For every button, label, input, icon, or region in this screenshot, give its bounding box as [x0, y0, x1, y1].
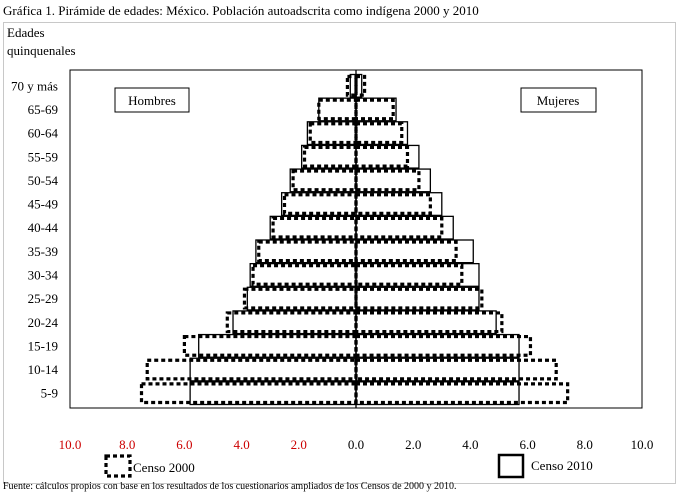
y-tick-label: 70 y más [11, 78, 58, 93]
bar-2010-mujeres [355, 144, 420, 169]
y-axis-label: Edades quinquenales [7, 24, 76, 60]
chart-title: Gráfica 1. Pirámide de edades: México. P… [3, 3, 479, 18]
bar-2000-hombres [317, 98, 358, 121]
bar-2000-mujeres [354, 240, 458, 263]
bar-2010-mujeres [355, 286, 480, 311]
y-tick-label: 35-39 [28, 244, 58, 259]
bar-2000-mujeres [354, 311, 504, 334]
source-note: Fuente: cálculos propios con base en los… [3, 481, 457, 492]
x-tick-label: 6.0 [519, 437, 535, 452]
bar-2000-mujeres [354, 358, 558, 381]
chart-frame [3, 22, 676, 484]
x-tick-label: 4.0 [233, 437, 249, 452]
x-tick-label: 2.0 [291, 437, 307, 452]
hombres-box [114, 87, 190, 113]
bar-2000-mujeres [354, 74, 367, 97]
y-tick-label: 5-9 [41, 386, 58, 401]
bar-2010-mujeres [355, 97, 397, 122]
bar-2000-mujeres [354, 193, 432, 215]
bar-2000-hombres [308, 122, 358, 145]
mujeres-box [520, 87, 597, 113]
y-tick-label: 55-59 [28, 149, 58, 164]
y-tick-label: 50-54 [28, 173, 59, 188]
x-tick-label: 10.0 [59, 437, 82, 452]
bar-2010-mujeres [355, 310, 497, 335]
bar-2000-hombres [291, 169, 358, 192]
bar-2000-mujeres [354, 122, 404, 145]
bar-2000-hombres [242, 287, 358, 310]
bar-2000-hombres [302, 145, 358, 168]
y-tick-label: 60-64 [28, 126, 59, 141]
series-censo-2010 [189, 73, 520, 406]
bar-2000-mujeres [354, 382, 570, 405]
bar-2000-hombres [251, 264, 358, 286]
bar-2000-mujeres [354, 334, 533, 357]
group-label-boxes: Hombres Mujeres [114, 87, 597, 113]
series-censo-2000 [139, 74, 570, 405]
y-tick-label: 20-24 [28, 315, 59, 330]
legend-label-censo-2000: Censo 2000 [133, 460, 195, 475]
bar-2000-hombres [282, 193, 358, 215]
x-tick-label: 8.0 [119, 437, 135, 452]
bar-2000-mujeres [354, 287, 484, 310]
bar-2000-hombres [271, 216, 358, 239]
hombres-label: Hombres [128, 93, 176, 108]
legend-label-censo-2010: Censo 2010 [531, 458, 593, 473]
x-tick-label: 6.0 [176, 437, 192, 452]
x-tick-label: 0.0 [348, 437, 364, 452]
bar-2000-mujeres [354, 145, 410, 168]
legend-swatch-censo-2010 [497, 453, 525, 479]
y-axis-label-line-2: quinquenales [7, 43, 76, 58]
bar-2000-hombres [139, 382, 358, 405]
y-tick-label: 30-34 [28, 267, 59, 282]
y-category-labels: 5-9 10-14 15-19 20-24 25-29 30-34 35-39 40-44 45… [11, 78, 58, 400]
x-tick-label: 4.0 [462, 437, 478, 452]
y-axis-label-line-1: Edades [7, 25, 45, 40]
bar-2010-hombres [255, 239, 357, 264]
bar-2000-mujeres [354, 264, 464, 286]
bar-2000-hombres [257, 240, 358, 263]
bar-2000-hombres [182, 334, 358, 357]
bar-2000-mujeres [354, 216, 444, 239]
bar-2000-mujeres [354, 98, 395, 121]
x-tick-label: 8.0 [577, 437, 593, 452]
bar-2000-hombres [225, 311, 358, 334]
y-tick-label: 10-14 [28, 362, 59, 377]
mujeres-label: Mujeres [537, 93, 580, 108]
y-tick-label: 25-29 [28, 291, 58, 306]
x-tick-label: 10.0 [631, 437, 654, 452]
y-tick-label: 40-44 [28, 220, 59, 235]
y-tick-label: 45-49 [28, 197, 58, 212]
x-tick-label: 2.0 [405, 437, 421, 452]
bar-2000-mujeres [354, 169, 421, 192]
x-tick-labels: 10.0 8.0 6.0 4.0 2.0 0.0 2.0 4.0 6.0 8.0 10.0 [59, 437, 654, 452]
y-tick-label: 15-19 [28, 338, 58, 353]
legend-swatch-censo-2000 [104, 454, 132, 478]
legend: Censo 2000 Censo 2010 [104, 453, 593, 479]
y-tick-label: 65-69 [28, 102, 58, 117]
bar-2010-mujeres [355, 333, 520, 358]
bar-2000-hombres [145, 358, 358, 381]
